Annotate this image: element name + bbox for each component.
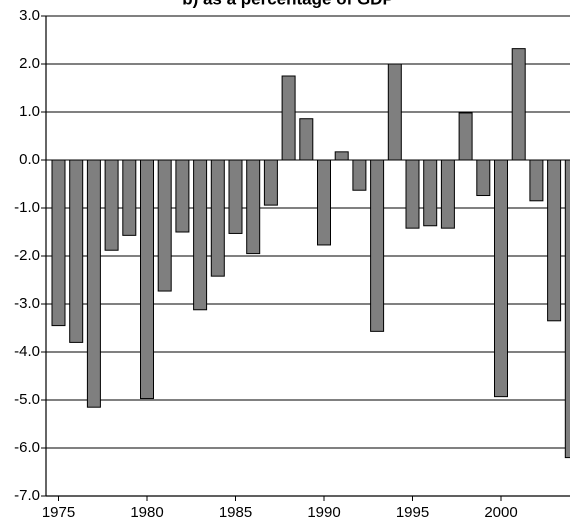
x-tick-label: 1975 xyxy=(42,504,75,521)
bar-1996 xyxy=(423,159,438,227)
bar-1986 xyxy=(246,159,261,255)
x-tick-label: 2000 xyxy=(484,504,517,521)
x-tick-label: 1995 xyxy=(396,504,429,521)
y-tick-label: -4.0 xyxy=(14,343,40,360)
y-tick-label: 0.0 xyxy=(19,151,40,168)
bar-1991 xyxy=(334,151,349,161)
bar-1982 xyxy=(175,159,190,233)
bar-1976 xyxy=(69,159,84,343)
y-tick-label: 2.0 xyxy=(19,55,40,72)
x-tick-label: 1990 xyxy=(307,504,340,521)
y-tick-label: -1.0 xyxy=(14,199,40,216)
x-tick-label: 1980 xyxy=(130,504,163,521)
bar-1990 xyxy=(317,159,331,246)
y-tick-label: -6.0 xyxy=(14,439,40,456)
bar-1978 xyxy=(104,159,119,251)
bar-2002 xyxy=(529,159,544,202)
y-tick-label: -7.0 xyxy=(14,487,40,504)
x-tick-label: 1985 xyxy=(219,504,252,521)
chart-title: b) as a percentage of GDP xyxy=(182,0,394,8)
bar-2004 xyxy=(564,159,570,459)
bar-1985 xyxy=(228,159,243,234)
bar-1989 xyxy=(299,118,314,161)
y-axis-ticks: 3.0 2.0 1.0 0.0 -1.0 -2.0 -3.0 -4.0 -5.0 -6.0 -7.0 xyxy=(14,7,40,504)
bar-1995 xyxy=(405,159,420,229)
y-tick-label: 1.0 xyxy=(19,103,40,120)
bar-1975 xyxy=(51,159,66,327)
bar-1997 xyxy=(440,159,455,229)
y-tick-label: 3.0 xyxy=(19,7,40,24)
bar-1984 xyxy=(210,159,225,277)
bar-1993 xyxy=(370,159,385,332)
bar-1977 xyxy=(86,159,101,408)
bars xyxy=(51,48,570,459)
bar-1983 xyxy=(193,159,208,311)
x-axis-ticks: 1975 1980 1985 1990 1995 2000 xyxy=(42,496,518,521)
bar-1992 xyxy=(352,159,367,191)
bar-2003 xyxy=(547,159,562,322)
bar-1979 xyxy=(122,159,137,236)
bar-1981 xyxy=(157,159,172,292)
y-tick-label: -3.0 xyxy=(14,295,40,312)
bar-1987 xyxy=(263,159,278,206)
bar-1999 xyxy=(476,159,491,197)
bar-2001 xyxy=(511,48,526,161)
gridlines xyxy=(41,15,570,497)
bar-1998 xyxy=(458,112,473,161)
bar-1994 xyxy=(387,63,402,161)
bar-1988 xyxy=(281,75,296,161)
y-tick-label: -5.0 xyxy=(14,391,40,408)
bar-1980 xyxy=(140,159,154,400)
y-tick-label: -2.0 xyxy=(14,247,40,264)
bar-2000 xyxy=(494,159,508,398)
